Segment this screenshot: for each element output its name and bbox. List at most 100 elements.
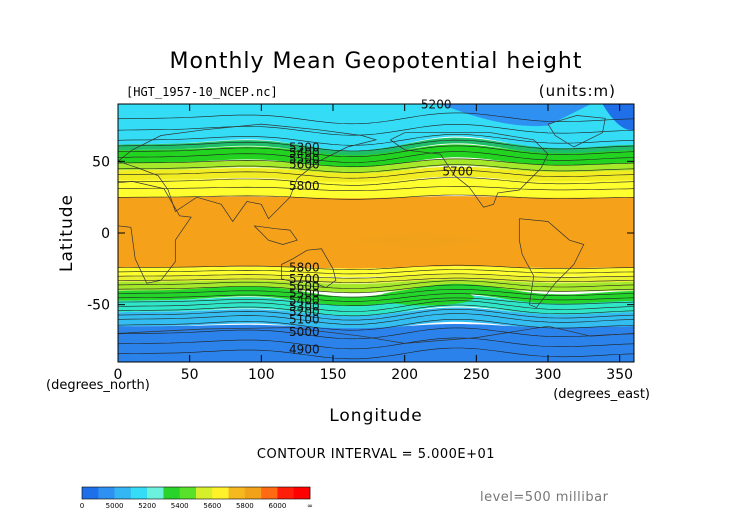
high-height-patch <box>359 233 479 248</box>
contour-line <box>118 304 634 317</box>
colorbar-frame <box>81 486 311 500</box>
contour-label: 5800 <box>289 179 320 193</box>
contour-label: 5700 <box>289 272 320 286</box>
contour-line <box>118 194 634 200</box>
contour-band <box>118 196 634 269</box>
contour-label: 5400 <box>289 294 320 308</box>
contour-band <box>118 294 634 318</box>
x-tick-label: 200 <box>391 367 418 383</box>
x-axis-label: Longitude <box>329 406 423 426</box>
colorbar-swatch <box>147 487 164 499</box>
contour-line <box>118 284 634 294</box>
contour-line <box>118 313 634 325</box>
x-tick-label: 350 <box>606 367 633 383</box>
contour-line <box>118 280 634 289</box>
x-unit-label: (degrees_east) <box>553 387 650 402</box>
contour-line <box>118 264 634 270</box>
contour-labels: 5200530054005500560057005800580057005600… <box>289 97 473 356</box>
contour-line <box>118 177 634 186</box>
colorbar-swatch <box>277 487 295 499</box>
colorbar-swatch <box>244 487 262 499</box>
contour-line <box>118 186 634 191</box>
colorbar-tick-label: 6000 <box>269 502 287 510</box>
contour-label: 5600 <box>289 158 320 172</box>
x-tick-label: 150 <box>320 367 347 383</box>
contour-line <box>118 300 634 312</box>
coastlines <box>118 115 634 344</box>
x-tick-label: 0 <box>114 367 123 383</box>
x-tick-label: 100 <box>248 367 275 383</box>
y-tick-label: 50 <box>92 154 110 170</box>
colorbar-swatch <box>179 487 197 499</box>
contour-line <box>118 112 634 125</box>
contour-band <box>118 166 634 184</box>
contour-interval: CONTOUR INTERVAL = 5.000E+01 <box>257 447 495 462</box>
colorbar-tick-label: 0 <box>80 502 84 510</box>
contour-label: 4900 <box>289 342 320 356</box>
coastline <box>253 225 298 245</box>
colorbar-tick-label: 5800 <box>236 502 254 510</box>
colorbar-swatch <box>196 487 213 499</box>
colorbar-swatch <box>82 487 99 499</box>
coastline <box>118 181 192 284</box>
level-label: level=500 millibar <box>480 490 609 505</box>
y-tick-label: -50 <box>87 298 110 314</box>
contour-line <box>118 164 634 173</box>
contour-line <box>118 139 634 152</box>
contour-line <box>118 151 634 163</box>
coastline <box>547 115 606 148</box>
coastline <box>281 248 337 288</box>
low-height-patch <box>440 104 591 127</box>
x-tick-label: 50 <box>181 367 199 383</box>
coastline <box>390 132 549 208</box>
contour-label: 5000 <box>289 325 320 339</box>
contour-band <box>118 177 634 200</box>
chart-title: Monthly Mean Geopotential height <box>169 49 582 74</box>
contour-line <box>118 277 634 283</box>
contour-line <box>118 297 634 306</box>
colorbar-swatch <box>114 487 132 499</box>
contour-line <box>118 124 634 136</box>
colorbar-tick-label: 5600 <box>203 502 221 510</box>
colorbar-swatch <box>212 487 229 499</box>
contour-line <box>118 319 634 331</box>
contour-line <box>118 309 634 321</box>
colorbar-swatch <box>130 487 148 499</box>
colorbar-tick-label: 5000 <box>106 502 124 510</box>
contour-label: 5500 <box>289 287 320 301</box>
colorbar-tick-label: ∞ <box>307 502 313 510</box>
plot-area: 5200530054005500560057005800580057005600… <box>117 97 635 363</box>
contour-line <box>118 289 634 298</box>
contour-label: 5600 <box>289 279 320 293</box>
colorbar-swatch <box>163 487 181 499</box>
x-tick-label: 250 <box>463 367 490 383</box>
contour-label: 5300 <box>289 299 320 313</box>
contour-line <box>118 327 634 340</box>
low-height-patch <box>602 104 634 131</box>
contour-label: 5100 <box>289 312 320 326</box>
contour-line <box>118 158 634 168</box>
colorbar-swatch <box>98 487 115 499</box>
contour-line <box>118 134 634 146</box>
contour-line <box>118 337 634 350</box>
coastline <box>518 218 585 308</box>
contour-label: 5500 <box>289 152 320 166</box>
contour-label: 5800 <box>289 261 320 275</box>
colorbar-tick-label: 5400 <box>171 502 189 510</box>
contour-label: 5300 <box>289 140 320 154</box>
contour-line <box>118 293 634 302</box>
contour-line <box>118 269 634 275</box>
source-label: [HGT_1957-10_NCEP.nc] <box>126 85 278 99</box>
contour-label: 5200 <box>289 305 320 319</box>
x-axis: 0 50 100 150 200 250 300 350 <box>114 104 633 383</box>
contour-label: 5400 <box>289 146 320 160</box>
y-axis-label: Latitude <box>57 194 77 272</box>
contour-line <box>118 273 634 279</box>
colorbar-swatch <box>293 487 311 499</box>
colorbar-swatch <box>228 487 246 499</box>
coastline <box>118 325 634 344</box>
contour-band <box>118 158 634 175</box>
x-tick-label: 300 <box>535 367 562 383</box>
contour-lines <box>118 112 634 360</box>
